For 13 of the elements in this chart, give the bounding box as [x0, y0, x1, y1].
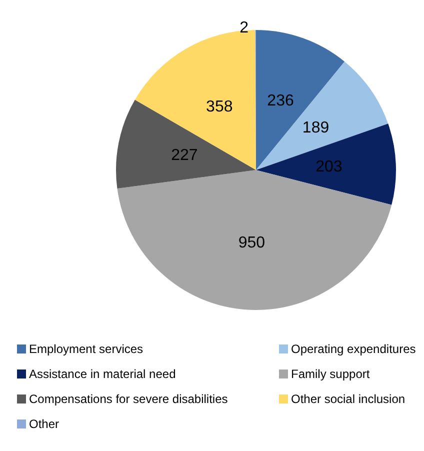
legend-label: Other social inclusion [291, 392, 406, 406]
legend-label: Family support [291, 367, 370, 381]
legend-label: Operating expenditures [291, 342, 416, 356]
legend-label: Other [29, 417, 60, 431]
legend-label: Employment services [29, 342, 144, 356]
data-label: 358 [206, 98, 233, 116]
legend-label: Compensations for severe disabilities [29, 392, 228, 406]
data-label: 203 [316, 158, 342, 176]
legend-label: Assistance in material need [29, 367, 176, 381]
data-label: 950 [238, 234, 266, 252]
data-label: 189 [302, 120, 330, 137]
data-label: 236 [267, 92, 294, 110]
data-label: 227 [171, 147, 198, 164]
